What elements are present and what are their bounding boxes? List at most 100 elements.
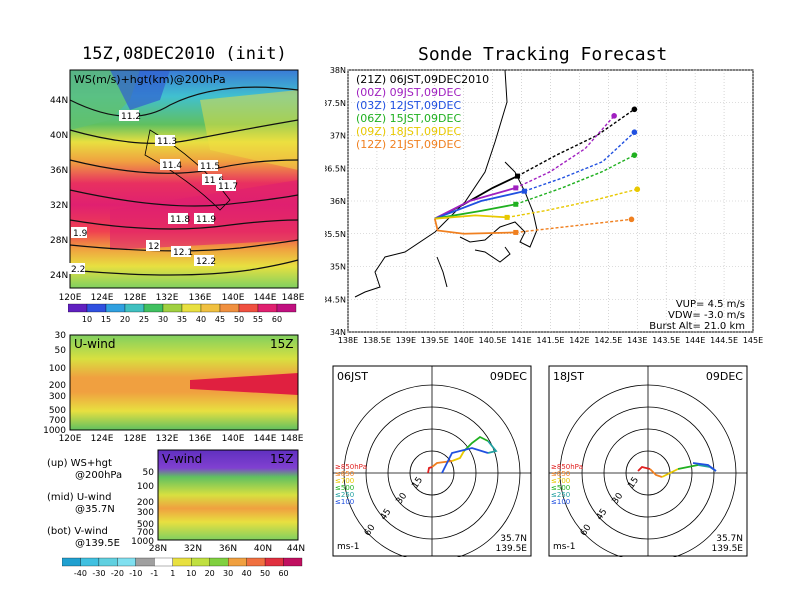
hodo-trace xyxy=(649,468,663,478)
track-descent xyxy=(524,131,635,192)
lat-tick: 44N xyxy=(50,96,68,106)
colorbar-tick: 10 xyxy=(82,315,92,324)
colorbar-tick: 45 xyxy=(215,315,225,324)
lat-tick: 24N xyxy=(50,271,68,281)
contour-label: 12.1 xyxy=(173,248,193,258)
hodo-level-legend: ≤500 xyxy=(335,484,354,492)
p-tick: 30 xyxy=(55,331,67,341)
hodo-lon: 139.5E xyxy=(712,544,744,554)
contour-label: 1.9 xyxy=(73,229,88,239)
x-tick: 139E xyxy=(396,336,416,345)
colorbar-swatch xyxy=(191,557,210,567)
landing-marker xyxy=(631,106,638,113)
p-tick: 50 xyxy=(143,468,155,478)
p-tick: 100 xyxy=(49,364,66,374)
contour-label: 11.3 xyxy=(157,137,177,147)
colorbar-swatch xyxy=(172,557,192,567)
v-wind-time: 15Z xyxy=(270,452,294,466)
p-tick: 1000 xyxy=(131,537,154,547)
colorbar-swatch xyxy=(228,557,247,567)
landing-marker xyxy=(631,152,638,158)
legend-up-level: @200hPa xyxy=(75,470,123,481)
p-tick: 500 xyxy=(49,406,66,416)
x-tick: 141E xyxy=(511,336,531,345)
hodo-unit: ms-1 xyxy=(337,542,359,552)
burst-marker xyxy=(513,185,519,191)
lon-tick: 148E xyxy=(282,293,305,303)
colorbar-swatch xyxy=(238,303,259,313)
p-tick: 500 xyxy=(137,520,154,530)
colorbar-swatch xyxy=(246,557,266,567)
legend-mid-lat: @35.7N xyxy=(75,504,115,515)
colorbar-swatch xyxy=(283,557,303,567)
param-vdw: VDW= -3.0 m/s xyxy=(668,310,745,321)
x-tick: 138E xyxy=(338,336,358,345)
param-vup: VUP= 4.5 m/s xyxy=(676,299,745,310)
hodo-level-legend: ≤500 xyxy=(551,484,570,492)
colorbar-tick: 35 xyxy=(177,315,187,324)
hodograph-right: 18JST 09DEC15304560≥850hPa≤850≤700≤500≤25… xyxy=(548,365,748,557)
hodo-trace xyxy=(463,435,489,452)
colorbar-tick: 1 xyxy=(170,569,175,578)
legend-up: (up) WS+hgt xyxy=(47,458,112,469)
lon-tick: 128E xyxy=(124,293,147,303)
x-tick: 143E xyxy=(627,336,647,345)
legend-bot: (bot) V-wind xyxy=(47,526,108,537)
hodo-lat: 35.7N xyxy=(500,534,527,544)
burst-marker xyxy=(504,214,510,220)
lat-tick: 28N xyxy=(149,544,167,554)
colorbar-tick: 40 xyxy=(196,315,206,324)
hodo-trace xyxy=(637,466,651,472)
hodo-unit: ms-1 xyxy=(553,542,575,552)
contour-label: 12 xyxy=(148,242,159,252)
colorbar-swatch xyxy=(154,557,173,567)
p-tick: 300 xyxy=(137,508,154,518)
v-wind-panel: V-wind 15Z 50 100 200 300 500 700 1000 2… xyxy=(131,449,305,554)
colorbar-swatch xyxy=(181,303,202,313)
x-tick: 142E xyxy=(569,336,589,345)
colorbar-tick: 10 xyxy=(186,569,196,578)
track-legend-entry: (00Z) 09JST,09DEC xyxy=(356,86,461,99)
colorbar-swatch xyxy=(98,557,118,567)
colorbar-tick: -20 xyxy=(111,569,124,578)
colorbar-tick: -1 xyxy=(150,569,158,578)
lon-tick: 120E xyxy=(59,293,82,303)
v-wind-label: V-wind xyxy=(162,452,202,466)
hodo-level-legend: ≥850hPa xyxy=(335,463,367,471)
contour-label: 11.2 xyxy=(121,112,141,122)
colorbar-swatch xyxy=(257,303,278,313)
y-tick: 38N xyxy=(330,66,346,75)
p-tick: 100 xyxy=(137,482,154,492)
colorbar-swatch xyxy=(135,557,155,567)
burst-marker xyxy=(513,229,519,235)
lat-tick: 36N xyxy=(219,544,237,554)
contour-label: 11.8 xyxy=(170,215,190,225)
landing-marker xyxy=(611,113,617,119)
contour-label: 11.6 xyxy=(204,176,224,186)
hodo-level-legend: ≥850hPa xyxy=(551,463,583,471)
hodo-trace xyxy=(677,464,699,470)
hodo-trace xyxy=(692,462,717,472)
colorbar-tick: 20 xyxy=(205,569,215,578)
colorbar-swatch xyxy=(105,303,126,313)
track-descent xyxy=(515,115,615,189)
colorbar-swatch xyxy=(62,557,81,567)
y-tick: 37N xyxy=(330,132,346,141)
legend-bot-lon: @139.5E xyxy=(75,538,120,549)
lat-tick: 40N xyxy=(50,131,68,141)
param-burst: Burst Alt= 21.0 km xyxy=(649,321,745,332)
lon-tick: 140E xyxy=(222,293,245,303)
colorbar-swatch xyxy=(68,303,88,313)
x-tick: 141.5E xyxy=(537,336,565,345)
p-tick: 700 xyxy=(49,416,66,426)
lon-tick: 144E xyxy=(254,293,277,303)
track-map: 138E 138.5E 139E 139.5E 140E 140.5E 141E 141.5E… xyxy=(325,66,763,345)
hodo-level-legend: ≤850 xyxy=(551,470,570,478)
lon-tick: 132E xyxy=(156,434,179,444)
u-wind-panel: U-wind 15Z 30 50 100 200 300 500 700 100… xyxy=(43,331,304,444)
p-tick: 300 xyxy=(49,392,66,402)
landing-marker xyxy=(634,186,641,193)
colorbar-swatch xyxy=(162,303,183,313)
lon-tick: 132E xyxy=(156,293,179,303)
lon-tick: 136E xyxy=(189,434,212,444)
